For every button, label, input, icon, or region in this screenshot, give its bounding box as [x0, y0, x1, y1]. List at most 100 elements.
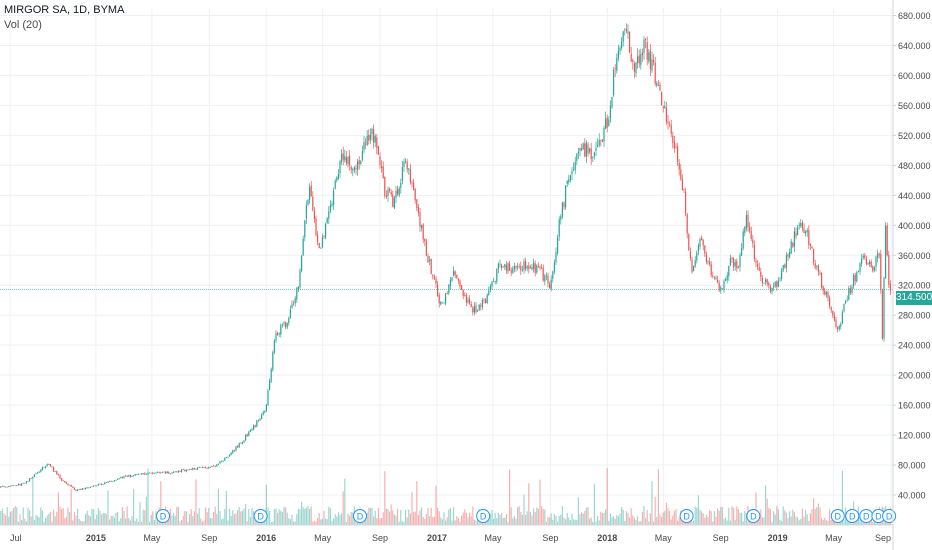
volume-bar	[283, 506, 285, 525]
candle-body	[93, 485, 95, 487]
symbol-legend[interactable]: MIRGOR SA, 1D, BYMA	[4, 4, 125, 16]
candle-body	[307, 199, 309, 206]
volume-bar	[371, 507, 373, 525]
volume-bar	[273, 508, 276, 525]
candle-body	[75, 489, 77, 491]
volume-bar	[89, 516, 92, 525]
candle-body	[177, 470, 180, 473]
volume-bar	[301, 502, 303, 525]
volume-bar	[221, 519, 223, 525]
candle-body	[371, 129, 373, 134]
candle-body	[613, 69, 615, 96]
candle-body	[294, 298, 296, 304]
candle-body	[283, 322, 285, 324]
dividend-marker	[746, 509, 761, 523]
candle-body	[117, 478, 119, 480]
volume-bar	[741, 512, 743, 525]
volume-bar	[281, 512, 284, 525]
time-tick-label: May	[484, 533, 502, 543]
candle-body	[624, 28, 626, 30]
candle-body	[270, 369, 272, 382]
volume-bar	[65, 517, 68, 525]
candle-body	[704, 245, 706, 254]
volume-bar	[589, 518, 591, 525]
candle-body	[701, 237, 703, 241]
volume-bar	[416, 481, 418, 525]
candle-body	[145, 474, 148, 475]
volume-bar	[232, 510, 234, 525]
candle-body	[845, 300, 847, 304]
candle-body	[467, 299, 469, 303]
time-tick-label: 2017	[427, 533, 447, 543]
volume-bar	[744, 510, 746, 525]
volume-bar	[667, 508, 669, 525]
volume-bar	[454, 520, 456, 525]
candle-body	[523, 261, 525, 270]
volume-bar	[640, 521, 642, 525]
candle-body	[409, 169, 412, 182]
volume-bar	[510, 507, 512, 525]
time-tick-label: May	[143, 533, 161, 543]
volume-bar	[461, 515, 463, 525]
price-tick-label: 360.000	[898, 251, 931, 261]
candle-body	[752, 239, 754, 244]
candle-body	[539, 266, 541, 268]
candle-body	[497, 263, 500, 270]
volume-bar	[173, 513, 175, 525]
candle-body	[713, 277, 716, 279]
time-tick-label: May	[314, 533, 332, 543]
candle-body	[374, 135, 376, 143]
candle-body	[304, 220, 306, 238]
volume-bar	[637, 516, 639, 525]
candle-body	[22, 483, 24, 484]
candle-body	[208, 467, 210, 469]
candle-body	[128, 475, 130, 477]
volume-bar	[233, 514, 236, 525]
candle-body	[795, 232, 797, 237]
candle-body	[656, 82, 658, 86]
volume-bar	[121, 506, 124, 525]
candle-body	[224, 457, 226, 461]
candle-body	[397, 189, 399, 195]
volume-bar	[574, 519, 576, 525]
candle-body	[846, 299, 848, 300]
volume-bar	[675, 509, 677, 525]
candle-body	[784, 264, 786, 268]
candle-body	[41, 467, 44, 471]
candle-body	[259, 418, 261, 421]
candle-body	[705, 254, 708, 263]
candle-body	[285, 322, 287, 327]
volume-bar	[643, 506, 645, 525]
candle-body	[597, 145, 599, 147]
candle-body	[869, 261, 871, 265]
volume-bar	[280, 510, 282, 525]
volume-bar	[309, 509, 311, 525]
price-axis[interactable]: 40.000 80.000 120.000 160.000 200.000 240.000…	[892, 0, 931, 550]
volume-bar	[456, 516, 458, 525]
candle-body	[857, 271, 860, 272]
candle-body	[5, 486, 7, 488]
candle-body	[563, 203, 565, 208]
volume-legend[interactable]: Vol (20)	[4, 19, 42, 31]
volume-bar	[153, 520, 156, 525]
volume-bar	[243, 508, 245, 525]
volume-bar	[296, 514, 298, 525]
volume-bar	[118, 521, 120, 525]
volume-bar	[800, 518, 802, 525]
candle-body	[837, 327, 839, 330]
volume-bar	[438, 511, 440, 525]
volume-bar	[440, 517, 442, 525]
volume-bar	[592, 521, 594, 525]
candle-body	[768, 282, 770, 286]
candle-body	[715, 277, 717, 280]
volume-bar	[797, 517, 799, 525]
candle-body	[875, 256, 877, 267]
time-axis[interactable]: Jul 2015 May Sep 2016 May Sep 2017 May Sep 2018 May…	[0, 524, 893, 543]
candle-body	[531, 267, 533, 270]
candle-body	[211, 465, 213, 468]
volume-bar	[217, 488, 220, 525]
volume-bar	[389, 511, 391, 525]
volume-bar	[227, 520, 229, 525]
